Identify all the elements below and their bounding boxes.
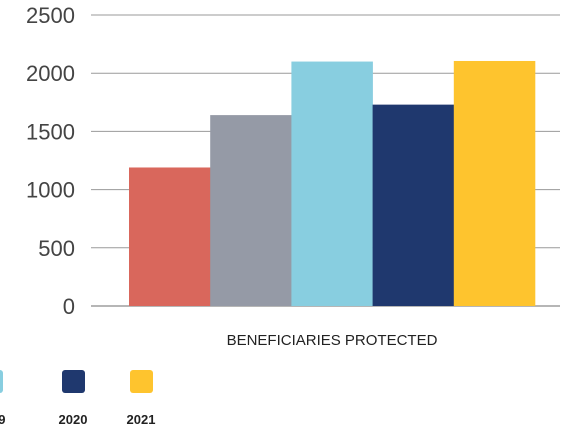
bars [129, 60, 536, 307]
y-tick-label: 1000 [26, 178, 75, 203]
bar-2021 [453, 60, 536, 307]
bar-series-1 [129, 167, 211, 306]
legend: 2019 2020 2021 [0, 370, 155, 427]
y-tick-label: 500 [38, 236, 75, 261]
x-category-label: BENEFICIARIES PROTECTED [227, 332, 438, 349]
y-tick-label: 1500 [26, 119, 75, 144]
legend-label-2021: 2021 [127, 412, 156, 427]
legend-swatch-2020 [62, 370, 85, 393]
bar-series-2 [210, 115, 292, 306]
bar-2020 [372, 104, 455, 307]
legend-label-2020: 2020 [59, 412, 88, 427]
y-axis-ticks: 0 500 1000 1500 2000 2500 [26, 3, 75, 319]
y-tick-label: 0 [63, 294, 75, 319]
y-tick-label: 2000 [26, 61, 75, 86]
y-tick-label: 2500 [26, 3, 75, 28]
legend-swatch-2021 [130, 370, 153, 393]
x-axis-categories: BENEFICIARIES PROTECTED [227, 332, 438, 349]
legend-label-2019: 2019 [0, 412, 5, 427]
legend-swatch-2019 [0, 370, 3, 393]
bar-2019 [291, 61, 373, 307]
